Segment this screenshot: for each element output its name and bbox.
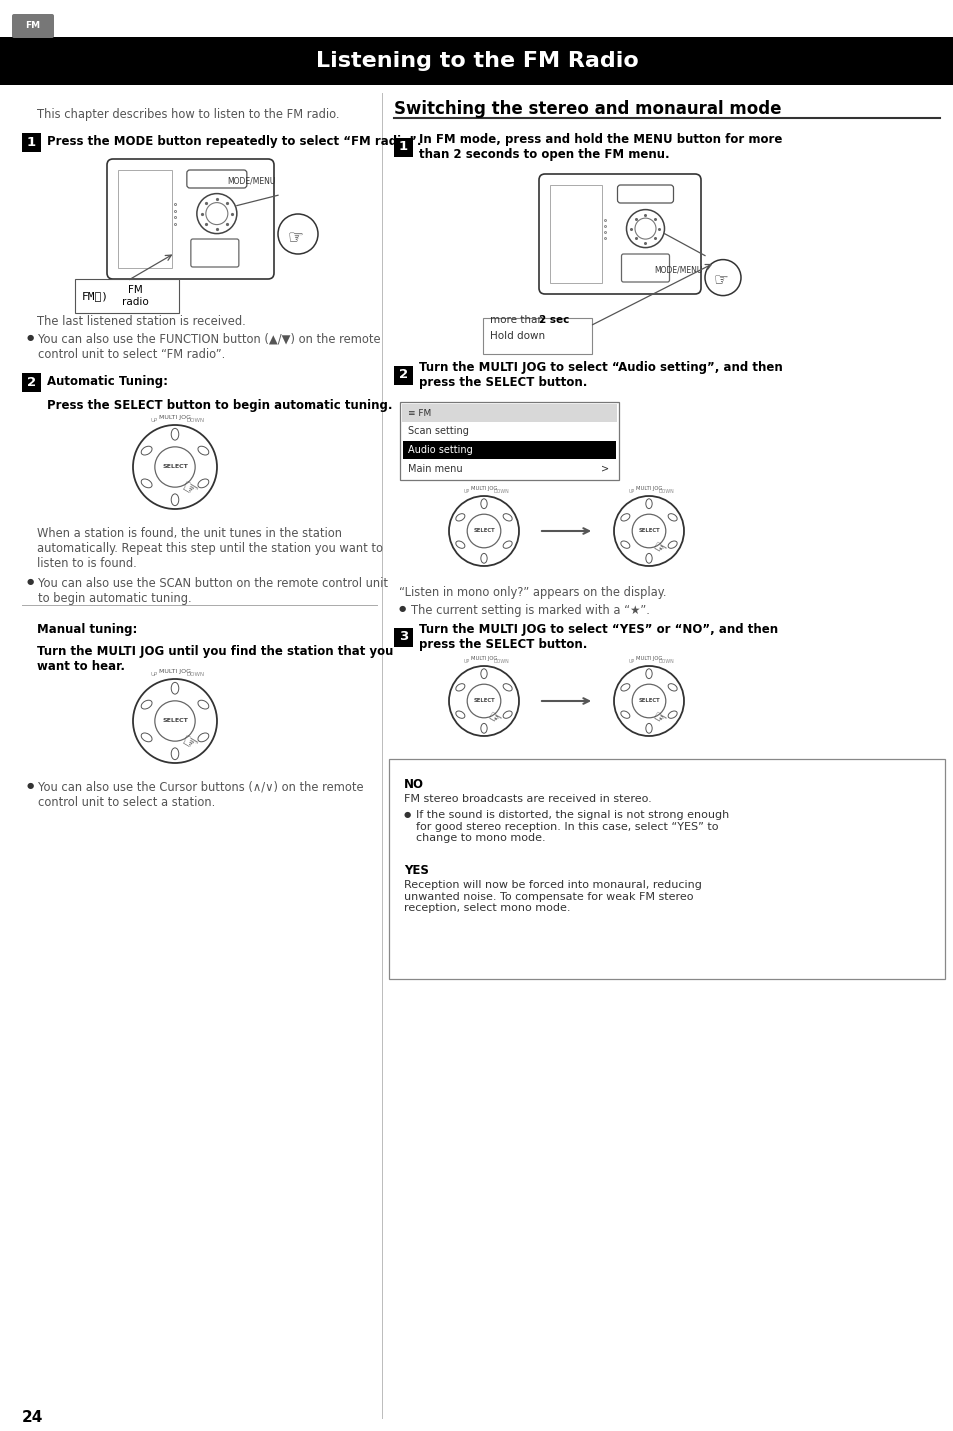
Text: The current setting is marked with a “★”.: The current setting is marked with a “★”… [411,604,649,617]
Text: Press the SELECT button to begin automatic tuning.: Press the SELECT button to begin automat… [47,399,392,412]
Text: ☞: ☞ [177,477,200,501]
Text: Turn the MULTI JOG until you find the station that you
want to hear.: Turn the MULTI JOG until you find the st… [37,645,393,673]
FancyBboxPatch shape [482,318,592,353]
FancyBboxPatch shape [107,159,274,279]
Text: ≡ FM: ≡ FM [408,408,431,418]
Text: 3: 3 [398,631,408,644]
Text: NO: NO [403,778,423,791]
FancyBboxPatch shape [187,170,247,187]
Bar [22,133,41,152]
Bar [0,37,953,84]
Text: ●: ● [27,577,34,587]
Text: Automatic Tuning:: Automatic Tuning: [47,375,168,388]
FancyBboxPatch shape [12,14,54,39]
Text: UP: UP [628,489,634,494]
Text: MULTI JOG: MULTI JOG [635,655,661,661]
Bar [394,137,413,157]
Text: MODE/MENU: MODE/MENU [228,177,275,186]
Text: You can also use the Cursor buttons (∧/∨) on the remote
control unit to select a: You can also use the Cursor buttons (∧/∨… [38,781,363,809]
Text: 2: 2 [27,375,36,388]
Text: MULTI JOG: MULTI JOG [471,487,497,491]
Text: You can also use the SCAN button on the remote control unit
to begin automatic t: You can also use the SCAN button on the … [38,577,388,605]
FancyBboxPatch shape [538,175,700,293]
Text: UP: UP [463,660,469,664]
Bar [118,170,172,268]
Text: ●: ● [27,333,34,342]
Text: MULTI JOG: MULTI JOG [159,415,191,421]
Text: Main menu: Main menu [408,464,462,474]
Text: Reception will now be forced into monaural, reducing
unwanted noise. To compensa: Reception will now be forced into monaur… [403,880,701,913]
Text: Scan setting: Scan setting [408,426,468,436]
Text: FM stereo broadcasts are received in stereo.: FM stereo broadcasts are received in ste… [403,794,651,804]
Text: UP: UP [151,418,157,424]
Text: In FM mode, press and hold the MENU button for more
than 2 seconds to open the F: In FM mode, press and hold the MENU butt… [418,133,781,162]
Text: FM: FM [26,21,41,30]
Text: Manual tuning:: Manual tuning: [37,624,137,637]
FancyBboxPatch shape [399,402,618,479]
Text: ☞: ☞ [288,228,304,246]
Text: UP: UP [628,660,634,664]
Text: SELECT: SELECT [638,528,659,534]
Text: You can also use the FUNCTION button (▲/▼) on the remote
control unit to select : You can also use the FUNCTION button (▲/… [38,333,380,361]
Text: If the sound is distorted, the signal is not strong enough
for good stereo recep: If the sound is distorted, the signal is… [416,810,728,843]
Text: DOWN: DOWN [658,660,674,664]
Text: 2 sec: 2 sec [538,315,569,325]
Bar [402,441,616,459]
Text: UP: UP [151,673,157,677]
Text: SELECT: SELECT [162,718,188,724]
Text: DOWN: DOWN [493,660,509,664]
Text: FM⑩): FM⑩) [82,290,109,301]
Text: DOWN: DOWN [187,418,205,424]
Text: This chapter describes how to listen to the FM radio.: This chapter describes how to listen to … [37,107,339,122]
Text: more than: more than [490,315,547,325]
Text: The last listened station is received.: The last listened station is received. [37,315,246,328]
Text: >: > [600,464,608,474]
Bar [394,366,413,385]
Text: DOWN: DOWN [187,673,205,677]
FancyBboxPatch shape [617,185,673,203]
Text: FM
radio: FM radio [121,285,149,306]
FancyBboxPatch shape [191,239,238,268]
Bar [401,404,617,422]
Text: ●: ● [27,781,34,790]
Text: 24: 24 [22,1410,43,1425]
Text: MULTI JOG: MULTI JOG [159,670,191,674]
Bar [550,185,602,283]
Text: SELECT: SELECT [638,698,659,704]
FancyBboxPatch shape [75,279,179,313]
Text: Turn the MULTI JOG to select “YES” or “NO”, and then
press the SELECT button.: Turn the MULTI JOG to select “YES” or “N… [418,622,778,651]
Text: 1: 1 [27,136,36,149]
Text: UP: UP [463,489,469,494]
Text: 1: 1 [398,140,408,153]
Text: Hold down: Hold down [490,331,544,341]
Text: MULTI JOG: MULTI JOG [471,655,497,661]
Text: ☞: ☞ [649,539,668,560]
Text: ●: ● [398,604,406,612]
Text: When a station is found, the unit tunes in the station
automatically. Repeat thi: When a station is found, the unit tunes … [37,527,382,570]
Text: Press the MODE button repeatedly to select “FM radio”.: Press the MODE button repeatedly to sele… [47,136,421,149]
Text: Turn the MULTI JOG to select “Audio setting”, and then
press the SELECT button.: Turn the MULTI JOG to select “Audio sett… [418,361,781,389]
Text: MULTI JOG: MULTI JOG [635,487,661,491]
Text: DOWN: DOWN [493,489,509,494]
Text: ☞: ☞ [713,272,728,289]
Text: 2: 2 [398,369,408,382]
Text: Listening to the FM Radio: Listening to the FM Radio [315,52,638,72]
Text: ☞: ☞ [177,731,200,754]
Text: MODE/MENU: MODE/MENU [654,266,702,275]
Text: ●: ● [403,810,411,819]
Text: SELECT: SELECT [473,528,495,534]
FancyBboxPatch shape [389,758,944,979]
Text: Audio setting: Audio setting [408,445,473,455]
Text: ☞: ☞ [484,710,503,728]
Bar [394,628,413,647]
Text: YES: YES [403,864,429,877]
Text: Switching the stereo and monaural mode: Switching the stereo and monaural mode [394,100,781,117]
Text: ☞: ☞ [649,710,668,728]
Text: SELECT: SELECT [162,465,188,469]
Text: DOWN: DOWN [658,489,674,494]
FancyBboxPatch shape [620,253,669,282]
Text: SELECT: SELECT [473,698,495,704]
Bar [22,373,41,392]
Text: “Listen in mono only?” appears on the display.: “Listen in mono only?” appears on the di… [398,587,666,600]
